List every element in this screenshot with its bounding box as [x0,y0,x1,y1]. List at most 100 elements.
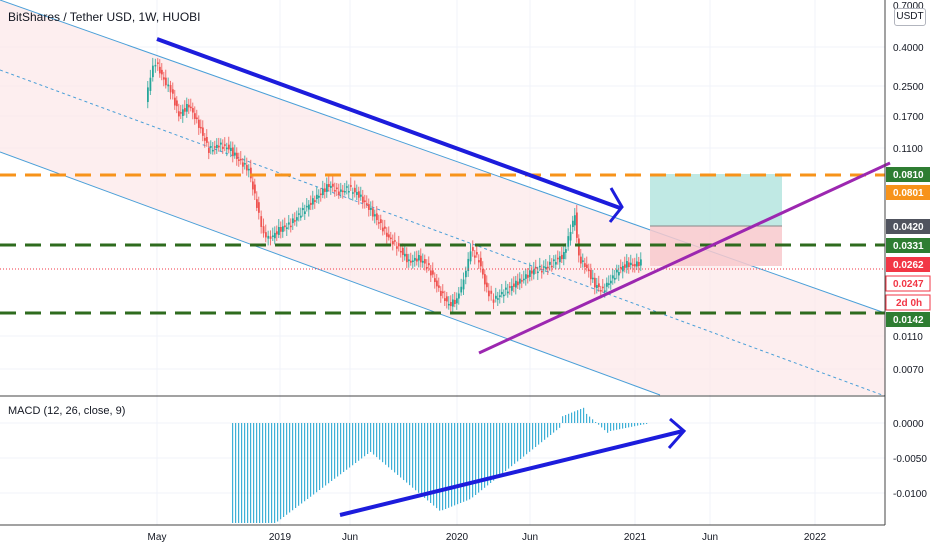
candle-body [188,104,190,108]
candle-body [525,274,527,279]
candle-body [308,204,310,210]
candle-body [256,199,258,208]
macd-bar [391,423,393,470]
candle-body [260,216,263,227]
candle-body [334,190,336,192]
candle-body [176,100,178,107]
macd-bar [322,423,324,488]
macd-indicator-title[interactable]: MACD (12, 26, close, 9) [8,405,126,417]
macd-bar [547,423,549,438]
candle-body [632,264,634,266]
candle-body [286,227,288,230]
candle-body [551,265,553,268]
macd-bar [274,423,276,523]
candle-body [314,200,316,202]
macd-bar [337,423,339,477]
candle-body [172,89,174,94]
candle-body [244,163,246,165]
macd-bar [307,423,309,499]
candle-body [224,144,226,146]
macd-bar [505,423,507,471]
macd-bar [442,423,444,511]
candle-body [165,77,167,86]
macd-bar [544,423,546,440]
channel-mid-line[interactable] [0,69,886,397]
downtrend-arrow-line[interactable] [156,37,621,210]
candle-body [396,246,398,249]
currency-button[interactable]: USDT [894,8,926,26]
candle-body [376,213,378,221]
candle-body [390,237,392,240]
candle-body [324,188,326,192]
candle-body [422,260,424,263]
candle-body [250,167,252,179]
candle-body [412,260,414,263]
macd-bar [253,423,255,523]
candle-body [578,238,580,256]
macd-bar [634,423,636,427]
price-label: 0.2500 [893,82,924,93]
macd-bar [541,423,543,443]
candle-body [436,280,438,287]
time-axis-labels[interactable]: May 2019 Jun 2020 Jun 2021 Jun 2022 [148,532,827,543]
candle-body [228,144,230,150]
candle-body [440,290,442,296]
candle-body [316,194,318,200]
candle-body [204,137,206,141]
candle-body [186,104,188,112]
candle-body [469,251,472,262]
candle-body [612,275,614,279]
candle-body [600,290,602,292]
candle-body [638,261,640,266]
macd-bar [400,423,402,478]
macd-scale-label: -0.0100 [893,489,927,500]
macd-bar [334,423,336,479]
candle-body [388,234,390,238]
candle-body [610,280,612,284]
macd-bar [613,423,615,431]
candle-body [598,283,600,288]
candle-body [497,298,499,300]
candle-body [410,260,412,263]
macd-scale-labels[interactable]: 0.0000 -0.0050 -0.0100 [893,419,927,500]
candle-body [472,247,474,251]
candle-body [576,212,578,238]
candle-body [490,290,493,294]
candle-body [602,286,604,289]
candle-body [537,271,539,274]
macd-bar [397,423,399,475]
candle-body [300,215,302,218]
candle-body [248,168,250,171]
candle-body [543,266,545,268]
long-position-target-zone[interactable] [650,174,782,226]
macd-bar [361,423,363,459]
candle-body [539,265,541,268]
macd-divergence-arrow-line[interactable] [339,429,684,517]
macd-bar [265,423,267,523]
chart-title[interactable]: BitShares / Tether USD, 1W, HUOBI [8,10,201,24]
candle-body [320,193,322,196]
candle-body [501,291,503,295]
candle-body [541,270,543,273]
candle-body [147,87,149,103]
channel-lower-line[interactable] [0,151,661,396]
candle-body [226,147,228,150]
macd-bar [247,423,249,523]
price-scale-labels[interactable]: 0.7000 0.4000 0.2500 0.1700 0.1100 0.011… [893,1,924,376]
candle-body [624,264,626,268]
time-label: May [148,532,167,543]
time-label: 2021 [624,532,647,543]
macd-bar [625,423,627,428]
candle-body [517,281,519,286]
price-label: 0.1700 [893,112,924,123]
ascending-support-line[interactable] [478,161,891,355]
candle-body [545,267,547,269]
candle-body [590,270,592,280]
macd-bar [628,423,630,428]
candle-body [582,260,584,262]
candle-body [622,265,624,272]
macd-bar [607,423,609,433]
candle-body [394,240,396,242]
macd-bar [358,423,360,461]
